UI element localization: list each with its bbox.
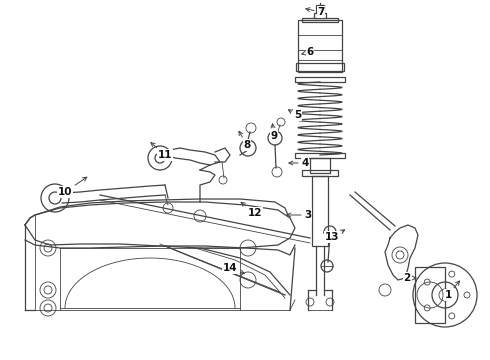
Text: 4: 4 <box>289 158 309 168</box>
Text: 2: 2 <box>403 273 416 283</box>
Text: 13: 13 <box>325 230 344 242</box>
Bar <box>302 170 338 176</box>
Text: 5: 5 <box>289 110 302 120</box>
Text: 1: 1 <box>444 281 460 300</box>
Text: 10: 10 <box>58 177 87 197</box>
Bar <box>302 18 338 22</box>
Text: 14: 14 <box>222 263 245 274</box>
Bar <box>296 63 344 71</box>
Bar <box>316 5 324 13</box>
Bar <box>312 176 328 246</box>
Text: 3: 3 <box>287 210 312 220</box>
Bar <box>415 267 445 323</box>
Bar <box>295 153 345 158</box>
Text: 12: 12 <box>241 202 262 218</box>
Text: 8: 8 <box>239 131 250 150</box>
Text: 11: 11 <box>151 143 172 160</box>
Bar <box>298 20 342 72</box>
Text: 9: 9 <box>270 124 277 141</box>
Bar <box>295 77 345 82</box>
Text: 7: 7 <box>306 7 325 17</box>
Bar <box>314 13 326 18</box>
Text: 6: 6 <box>302 47 314 57</box>
Bar <box>310 158 330 173</box>
